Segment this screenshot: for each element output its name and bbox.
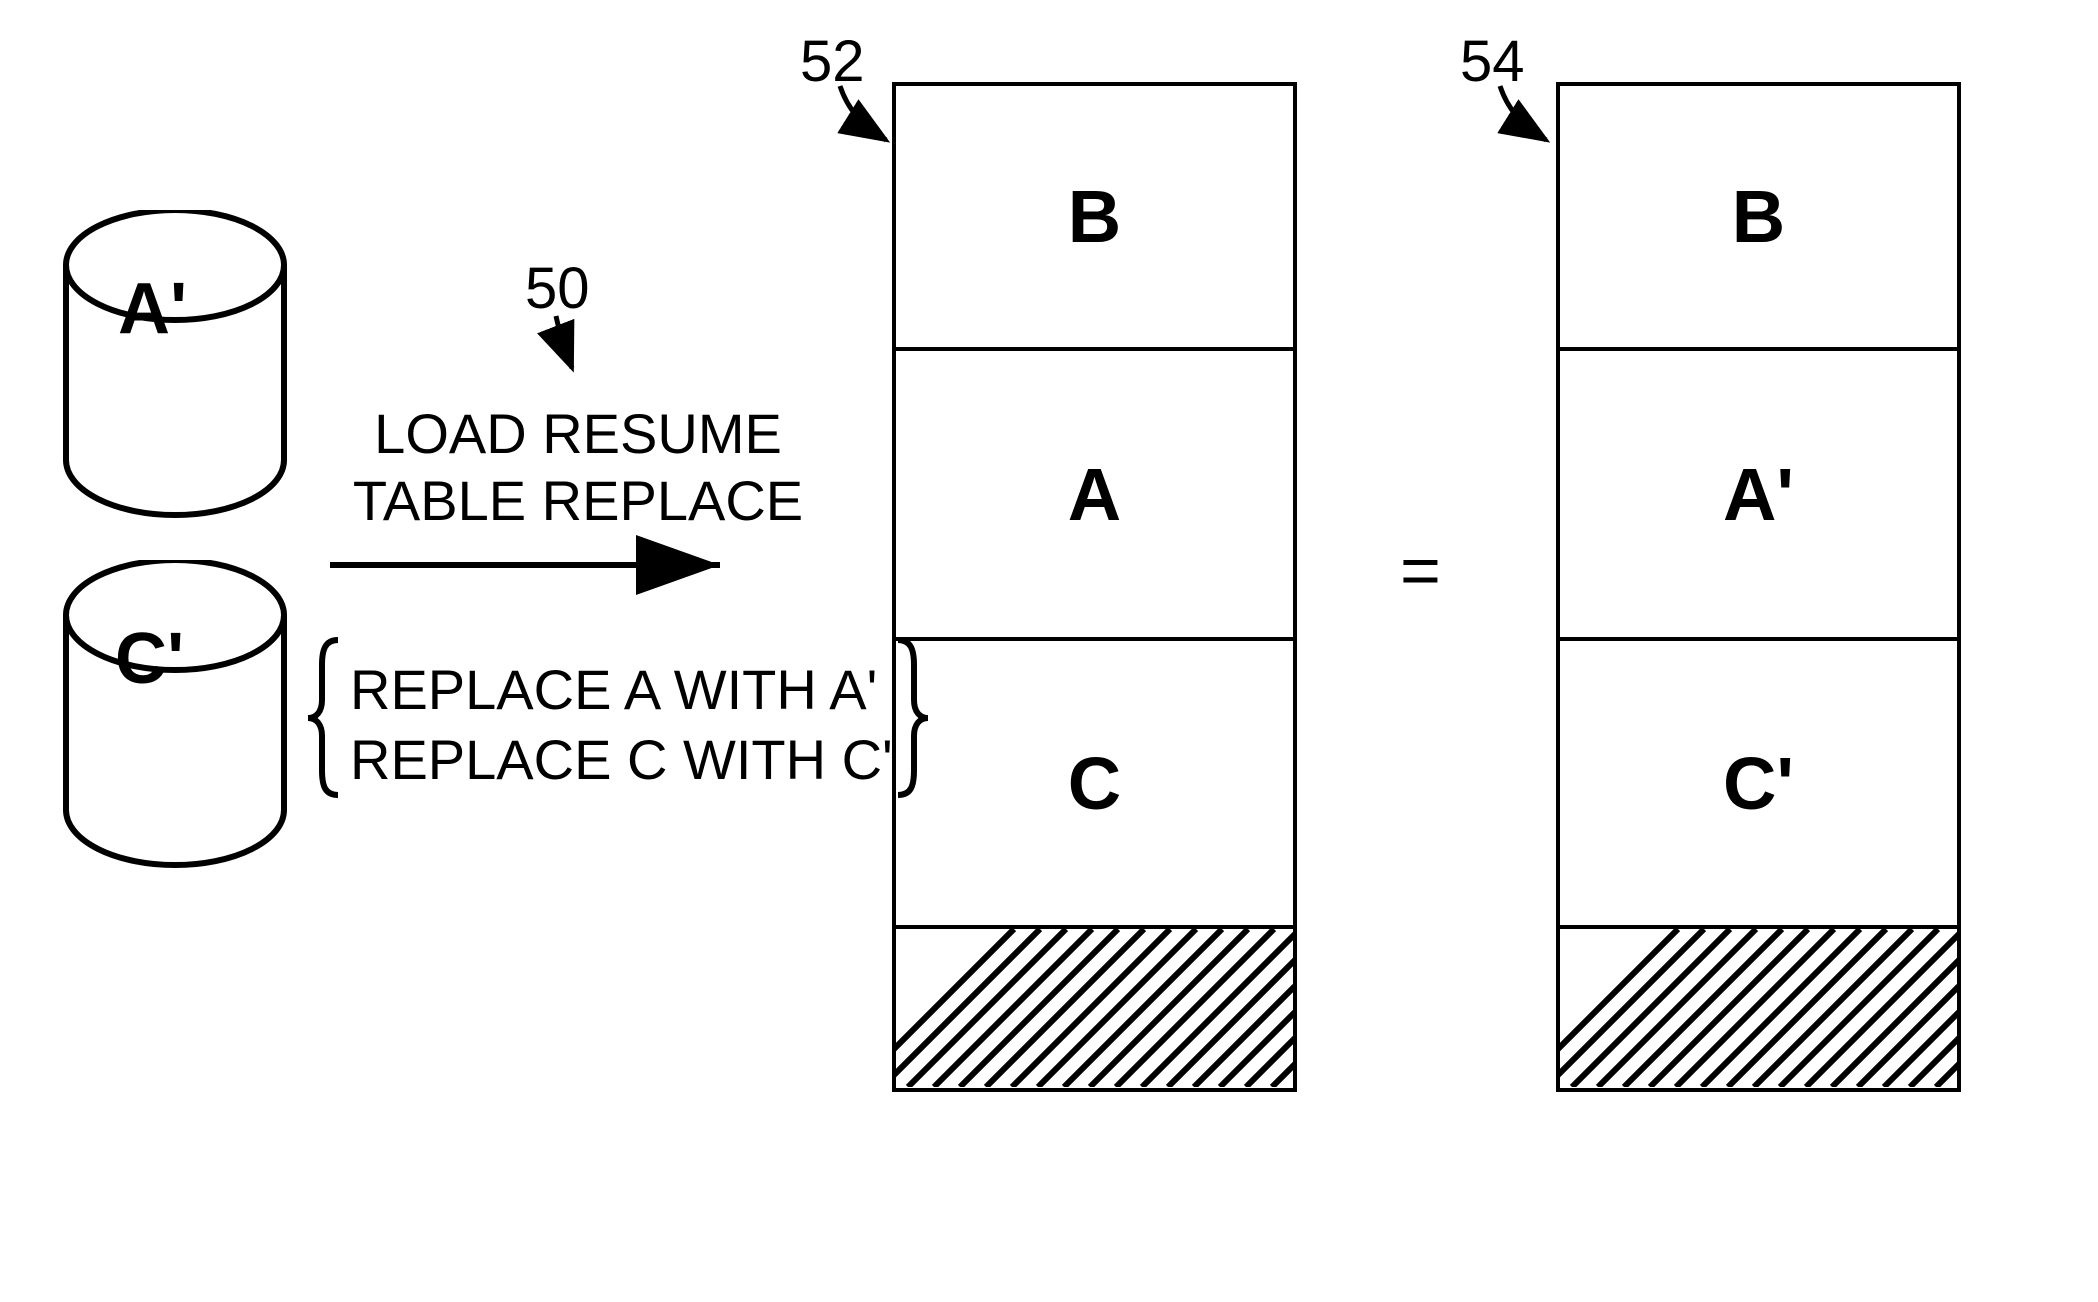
brace-text: REPLACE A WITH A' REPLACE C WITH C'	[350, 655, 893, 795]
table-52-cell-2-label: C	[1068, 741, 1121, 826]
table-54-hatch	[1560, 929, 1957, 1087]
table-54-cell-1: A'	[1560, 351, 1957, 641]
equals-sign: =	[1400, 530, 1441, 610]
table-52-cell-2: C	[896, 641, 1293, 929]
table-52-cell-0: B	[896, 86, 1293, 351]
table-52-hatch	[896, 929, 1293, 1087]
table-52-cell-0-label: B	[1068, 174, 1121, 259]
table-52-cell-1-label: A	[1068, 452, 1121, 537]
table-54-cell-0: B	[1560, 86, 1957, 351]
brace-line1: REPLACE A WITH A'	[350, 655, 893, 725]
table-54-cell-1-label: A'	[1723, 452, 1794, 537]
table-52: B A C	[892, 82, 1297, 1092]
diagram-container: A' C' 50 52 54 LOAD RESUME	[0, 0, 2098, 1302]
table-54-cell-2-label: C'	[1723, 741, 1794, 826]
table-54: B A' C'	[1556, 82, 1961, 1092]
table-52-cell-1: A	[896, 351, 1293, 641]
table-54-cell-0-label: B	[1732, 174, 1785, 259]
table-54-cell-2: C'	[1560, 641, 1957, 929]
brace-line2: REPLACE C WITH C'	[350, 725, 893, 795]
